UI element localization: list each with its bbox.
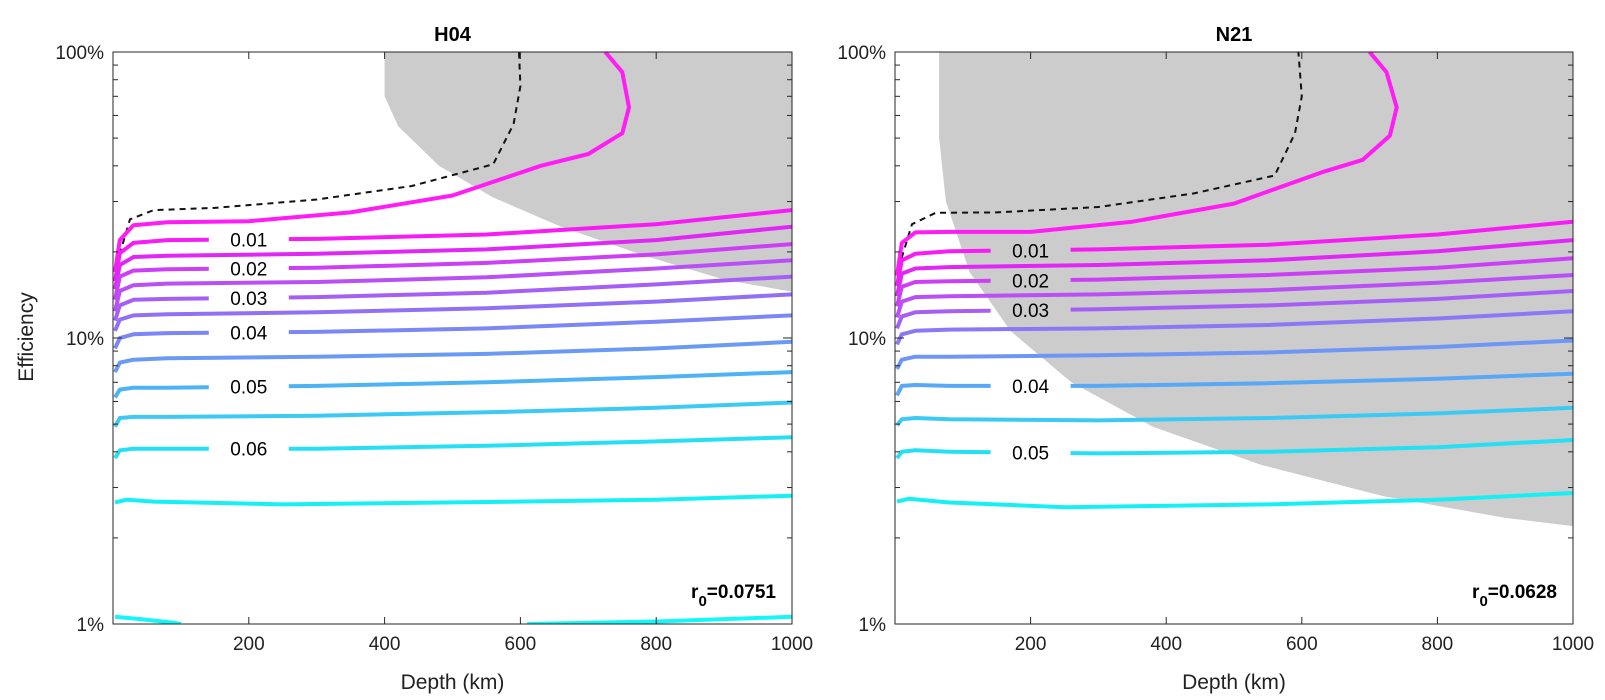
boundary-dashed-line [115,52,522,266]
x-axis-label: Depth (km) [401,671,505,694]
y-tick-label: 1% [77,615,105,636]
contour-line [113,242,792,301]
contour-line [895,405,1573,427]
contour-line [895,309,1573,346]
contour-line [113,292,792,332]
panel-n21: 0.01 0.02 0.03 0.04 0.05 200 400 600 800 1000 1% 10… [837,24,1594,694]
contour-line [113,208,792,282]
x-tick-label: 600 [1286,634,1318,655]
r0-symbol: r [1472,582,1480,603]
panel-title: H04 [434,24,472,46]
contour-line [113,435,792,460]
contour-line [113,52,631,273]
contour-label: 0.03 [1012,301,1049,322]
contour-line [895,289,1573,330]
plot-area [895,52,1573,527]
figure-ylabel: Efficiency [15,292,38,382]
x-tick-label: 1000 [1552,634,1594,655]
panel-h04: 0.01 0.02 0.03 0.04 0.05 0.06 200 400 600 800 1000… [55,24,813,694]
y-tick-label: 1% [859,615,887,636]
y-tick-label: 100% [837,43,886,64]
y-tick-label: 100% [55,43,104,64]
contour-label: 0.02 [1012,271,1049,292]
contour-label: 0.05 [230,378,267,399]
contour-line [895,371,1573,397]
r0-subscript: 0 [698,593,706,610]
contour-label: 0.04 [230,323,267,344]
x-tick-label: 200 [1015,634,1047,655]
contour-line [895,438,1573,460]
contour-line [895,256,1573,307]
contour-line [896,491,1573,510]
contour-label: 0.01 [230,230,267,251]
contour-label: 0.01 [1012,241,1049,262]
x-tick-label: 600 [505,634,537,655]
contour-label: 0.05 [1012,444,1049,465]
contour-line [113,339,792,374]
contour-line [114,614,182,624]
panel-title: N21 [1216,24,1253,46]
contour-line [113,258,792,312]
y-tick-label: 10% [66,329,104,350]
contour-line [895,338,1573,370]
r0-value: =0.0628 [1488,582,1557,603]
x-tick-label: 1000 [771,634,813,655]
x-tick-label: 800 [1422,634,1454,655]
contour-line [113,370,792,399]
contour-line [114,493,792,507]
r0-symbol: r [691,582,699,603]
contour-line [113,224,792,290]
y-tick-label: 10% [848,329,886,350]
contour-label: 0.02 [230,259,267,280]
contour-line [895,238,1573,297]
x-tick-label: 800 [640,634,672,655]
contour-label: 0.03 [230,289,267,310]
r0-annotation: r0=0.0751 [691,582,776,610]
x-tick-label: 400 [1150,634,1182,655]
contour-line [113,274,792,322]
x-tick-label: 200 [233,634,265,655]
plot-area [113,52,792,624]
contour-label: 0.04 [1012,377,1049,398]
contour-label: 0.06 [230,440,267,461]
contour-line [113,400,792,428]
contour-line [895,219,1573,287]
shaded-region [384,52,792,292]
boundary-dashed-line [897,52,1303,269]
contour-line [527,614,792,624]
contour-line [113,313,792,350]
r0-value: =0.0751 [707,582,777,603]
r0-subscript: 0 [1479,593,1487,610]
x-tick-label: 400 [369,634,401,655]
x-axis-label: Depth (km) [1182,671,1286,694]
contour-line [895,273,1573,318]
r0-annotation: r0=0.0628 [1472,582,1557,610]
contour-line [895,52,1399,277]
